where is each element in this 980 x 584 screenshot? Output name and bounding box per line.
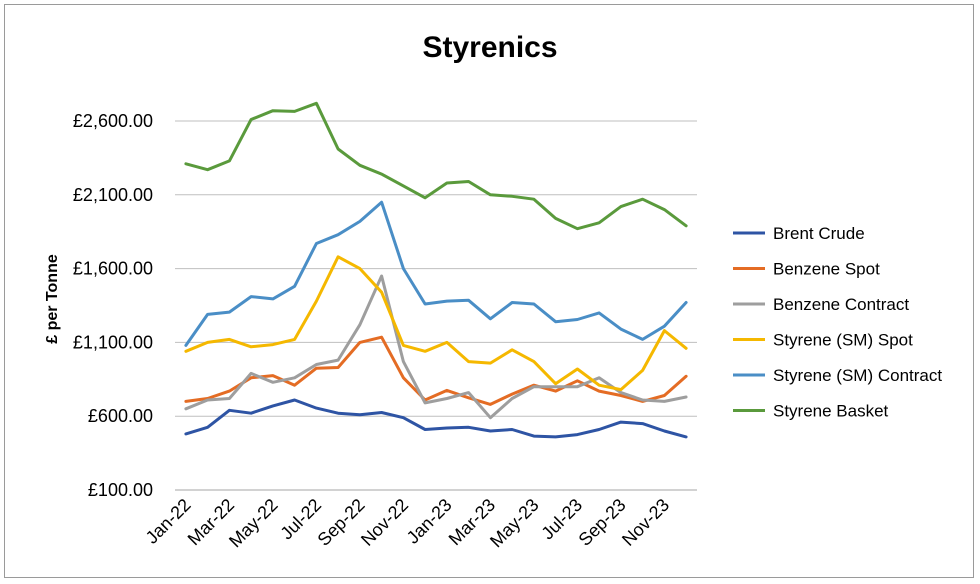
series-line-brent-crude bbox=[184, 398, 688, 439]
x-axis-ticks: Jan-22Mar-22May-22Jul-22Sep-22Nov-22Jan-… bbox=[142, 495, 674, 552]
y-tick-label: £600.00 bbox=[88, 406, 153, 426]
series-line-benzene-spot bbox=[184, 335, 688, 406]
y-axis-ticks: £100.00 £600.00 £1,100.00 £1,600.00 £2,100.0… bbox=[73, 111, 153, 500]
chart: Styrenics £100.00 £600.00 £1,100.00 £1,600.… bbox=[44, 31, 942, 552]
x-tick-label: Nov-22 bbox=[357, 495, 412, 550]
y-tick-label: £100.00 bbox=[88, 480, 153, 500]
x-tick-label: Sep-23 bbox=[575, 495, 630, 550]
chart-frame: Styrenics £100.00 £600.00 £1,100.00 £1,600.… bbox=[4, 4, 974, 578]
y-tick-label: £1,100.00 bbox=[73, 332, 153, 352]
y-tick-label: £1,600.00 bbox=[73, 259, 153, 279]
y-tick-label: £2,600.00 bbox=[73, 111, 153, 131]
x-tick-label: Sep-22 bbox=[314, 495, 369, 550]
x-tick-label: May-22 bbox=[225, 495, 282, 552]
series-lines bbox=[184, 101, 688, 439]
x-tick-label: May-23 bbox=[486, 495, 543, 552]
x-tick-label: Jan-22 bbox=[142, 495, 195, 548]
legend-label: Styrene (SM) Spot bbox=[773, 331, 913, 350]
gridlines bbox=[175, 120, 697, 491]
legend-label: Styrene Basket bbox=[773, 402, 889, 421]
legend-label: Benzene Contract bbox=[773, 295, 909, 314]
series-line-benzene-contract bbox=[184, 274, 688, 420]
series-line-styrene-sm-contract bbox=[184, 200, 688, 347]
y-tick-label: £2,100.00 bbox=[73, 185, 153, 205]
chart-title: Styrenics bbox=[422, 31, 557, 64]
legend-label: Benzene Spot bbox=[773, 260, 880, 279]
legend: Brent Crude Benzene Spot Benzene Contract S… bbox=[733, 224, 942, 421]
series-line-styrene-basket bbox=[184, 101, 688, 231]
x-tick-label: Jan-23 bbox=[403, 495, 456, 548]
legend-label: Brent Crude bbox=[773, 224, 865, 243]
series-line-styrene-sm-spot bbox=[184, 255, 688, 392]
y-axis-label: £ per Tonne bbox=[44, 254, 61, 344]
x-tick-label: Nov-23 bbox=[618, 495, 673, 550]
legend-label: Styrene (SM) Contract bbox=[773, 366, 942, 385]
